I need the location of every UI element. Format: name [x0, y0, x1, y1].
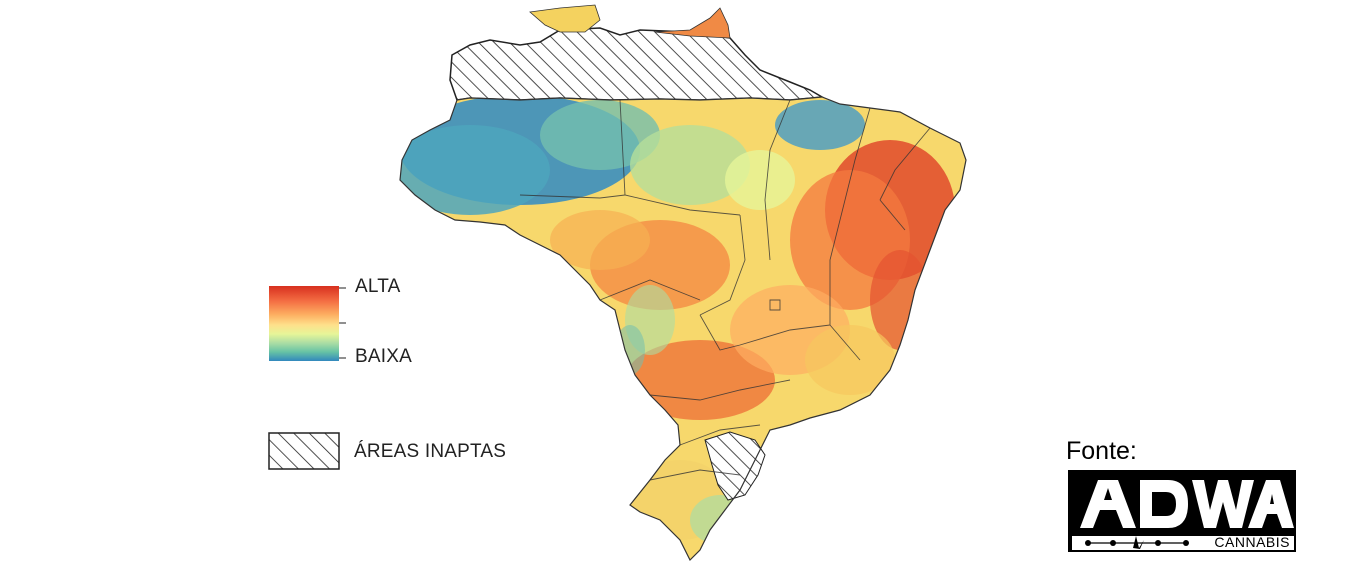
suitability-raster [400, 97, 966, 560]
source-label: Fonte: [1066, 437, 1137, 465]
unsuitable-area-north [449, 27, 825, 101]
state-borders [519, 99, 931, 481]
legend-hatch-swatch [268, 432, 340, 470]
legend-low-label: BAIXA [355, 346, 412, 367]
unsuitable-area-south [704, 431, 766, 501]
legend-gradient-bar [269, 286, 339, 361]
logo-subtext: CANNABIS [1214, 534, 1290, 550]
adwa-logo-graphic [1068, 470, 1296, 552]
legend-high-label: ALTA [355, 276, 401, 297]
adwa-logo: CANNABIS [1068, 470, 1296, 552]
roraima-tip [529, 4, 601, 33]
amapa-tip [654, 7, 731, 39]
legend-unsuitable-label: ÁREAS INAPTAS [354, 441, 507, 462]
